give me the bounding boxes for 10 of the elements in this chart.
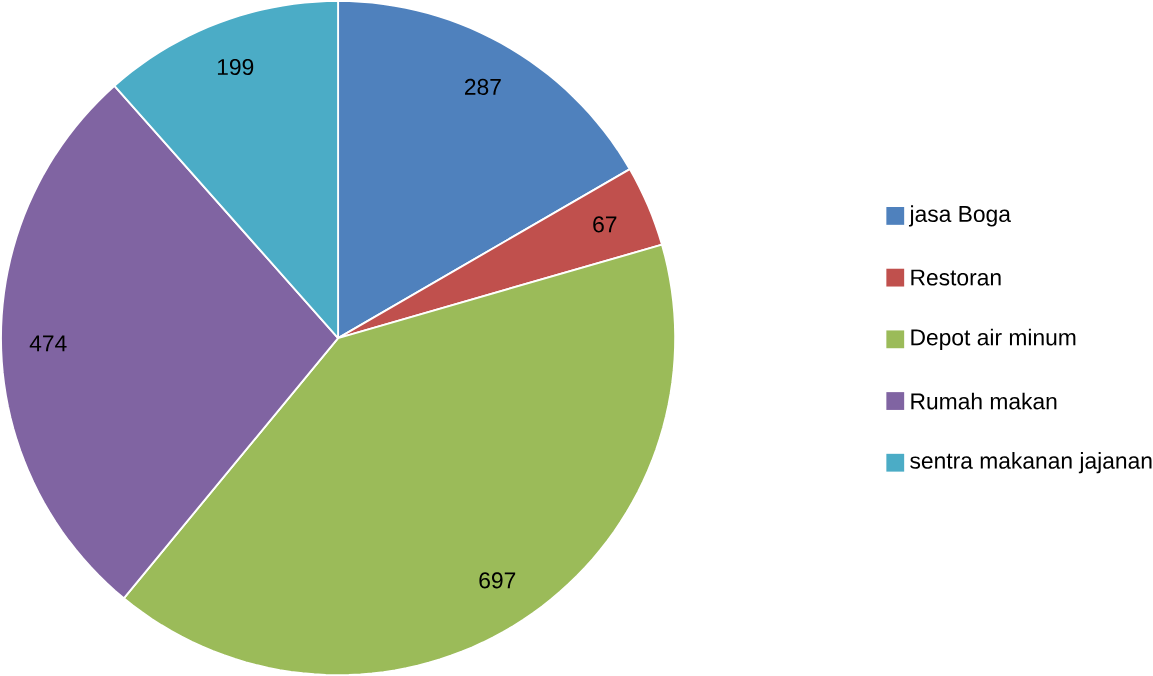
data-label: 199 — [217, 58, 254, 75]
data-label: 67 — [593, 216, 617, 233]
legend-label: Restoran — [911, 269, 1001, 286]
legend-label: Depot air minum — [911, 328, 1076, 350]
legend-label: sentra makanan jajanan — [910, 452, 1152, 474]
data-label: 287 — [465, 78, 501, 95]
data-label: 697 — [479, 572, 516, 589]
legend-label: jasa Boga — [908, 205, 1011, 227]
legend-label: Rumah makan — [911, 392, 1057, 410]
data-label: 474 — [29, 335, 67, 352]
